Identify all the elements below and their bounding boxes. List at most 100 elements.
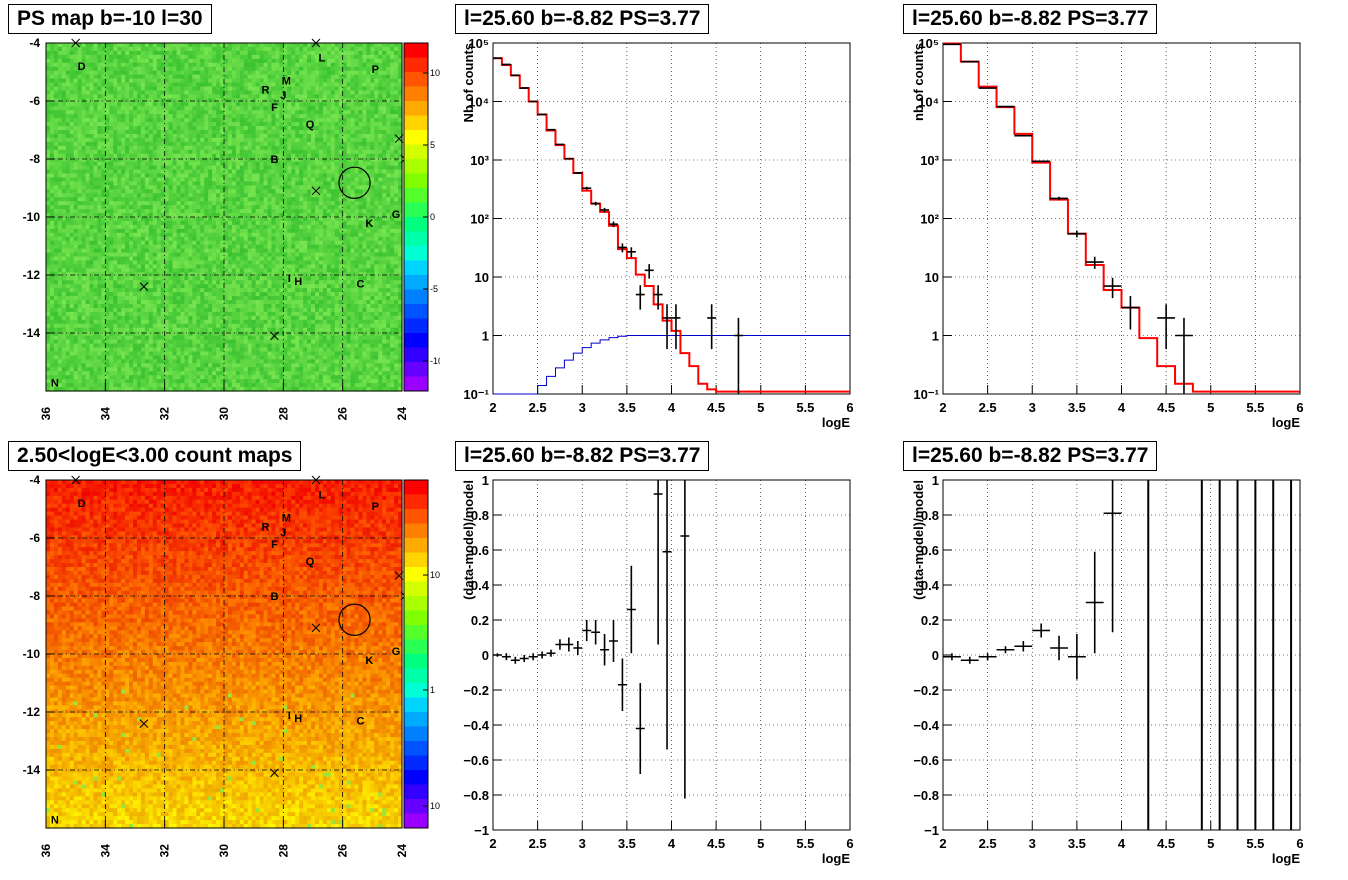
- data-point: [1104, 278, 1122, 298]
- colorbar-tick-label: -5: [430, 284, 438, 294]
- residual-point: [600, 634, 609, 666]
- y-tick-label: −0.8: [463, 788, 489, 803]
- source-label: F: [271, 539, 278, 551]
- residual-point: [582, 620, 591, 641]
- residual-point: [1068, 634, 1086, 680]
- y-tick-label: −0.2: [913, 683, 939, 698]
- x-tick-label: 4.5: [1157, 836, 1175, 851]
- y-tick-label: 0.2: [921, 613, 939, 628]
- x-tick-label: 36: [39, 407, 53, 421]
- x-tick-label: 34: [98, 407, 112, 421]
- y-tick-label: -4: [29, 36, 40, 50]
- source-label: B: [270, 154, 278, 166]
- data-point: [663, 304, 672, 349]
- data-point: [707, 304, 716, 349]
- y-tick-label: -10: [23, 647, 41, 661]
- x-tick-label: 6: [1296, 836, 1303, 851]
- y-tick-label: 0.2: [471, 613, 489, 628]
- x-tick-label: 3.5: [1068, 400, 1086, 415]
- residual-point: [609, 620, 618, 662]
- x-tick-label: 34: [98, 844, 112, 858]
- source-label: K: [365, 655, 373, 667]
- y-tick-label: 1: [482, 473, 489, 488]
- x-tick-label: 2: [489, 836, 496, 851]
- x-tick-label: 3: [1029, 400, 1036, 415]
- residual-point: [511, 657, 520, 664]
- count-map-title: 2.50<logE<3.00 count maps: [8, 441, 301, 471]
- x-tick-label: 2: [939, 400, 946, 415]
- x-tick-label: 26: [336, 844, 350, 858]
- source-label: I: [288, 273, 291, 285]
- source-label: M: [282, 513, 291, 525]
- y-tick-label: 1: [932, 473, 939, 488]
- data-point: [573, 172, 582, 174]
- source-label: C: [356, 279, 364, 291]
- y-tick-label: 0: [482, 648, 489, 663]
- residual-point: [573, 641, 582, 655]
- x-tick-label: 32: [158, 407, 172, 421]
- source-label: M: [282, 76, 291, 88]
- residual-point: [529, 653, 538, 660]
- y-tick-label: −1: [474, 823, 489, 838]
- y-tick-label: 10⁻¹: [463, 387, 489, 402]
- residual-point: [555, 639, 564, 650]
- y-tick-label: 10⁻¹: [913, 387, 939, 402]
- residual-point: [1086, 552, 1104, 654]
- y-tick-label: -10: [23, 210, 41, 224]
- spectrum-title-2: l=25.60 b=-8.82 PS=3.77: [903, 4, 1157, 34]
- y-tick-label: 10³: [920, 153, 939, 168]
- y-tick-label: -8: [29, 152, 40, 166]
- source-label: D: [78, 61, 86, 73]
- x-tick-label: 24: [395, 407, 409, 421]
- source-label: Q: [306, 556, 315, 568]
- y-tick-label: −0.6: [463, 753, 489, 768]
- source-label: P: [372, 64, 379, 76]
- x-axis-label: logE: [822, 851, 850, 866]
- residual-point: [1032, 624, 1050, 638]
- data-point: [555, 144, 564, 145]
- x-tick-label: 5: [1207, 836, 1214, 851]
- residual-point: [564, 638, 573, 652]
- x-tick-label: 3: [579, 836, 586, 851]
- data-point: [734, 318, 743, 394]
- x-tick-label: 2: [489, 400, 496, 415]
- source-label: B: [270, 591, 278, 603]
- x-axis-label: logE: [822, 415, 850, 430]
- y-tick-label: -14: [23, 763, 41, 777]
- data-point: [1157, 304, 1175, 349]
- x-tick-label: 24: [395, 844, 409, 858]
- source-label: H: [294, 713, 302, 725]
- y-tick-label: -4: [29, 473, 40, 487]
- colorbar-tick-label: 10: [430, 68, 440, 78]
- data-point: [1068, 230, 1086, 237]
- source-label: G: [392, 209, 401, 221]
- y-tick-label: 10²: [470, 212, 489, 227]
- source-label: K: [365, 218, 373, 230]
- colorbar-tick-label: 0: [430, 212, 435, 222]
- y-tick-label: −0.4: [463, 718, 489, 733]
- x-tick-label: 2.5: [979, 836, 997, 851]
- residual-point: [502, 653, 511, 660]
- x-tick-label: 5: [757, 836, 764, 851]
- data-point: [997, 106, 1015, 107]
- spectrum-title-1: l=25.60 b=-8.82 PS=3.77: [455, 4, 709, 34]
- x-tick-label: 4.5: [707, 836, 725, 851]
- y-tick-label: 1: [482, 329, 489, 344]
- x-tick-label: 5.5: [796, 400, 814, 415]
- y-tick-label: -14: [23, 326, 41, 340]
- y-tick-label: -12: [23, 268, 41, 282]
- data-point: [654, 285, 663, 309]
- x-tick-label: 32: [158, 844, 172, 858]
- source-label: L: [319, 490, 326, 502]
- x-tick-label: 2.5: [529, 400, 547, 415]
- x-tick-label: 4: [668, 836, 676, 851]
- x-tick-label: 28: [276, 844, 290, 858]
- ps-map-title: PS map b=-10 l=30: [8, 4, 212, 34]
- model-line: [493, 58, 850, 391]
